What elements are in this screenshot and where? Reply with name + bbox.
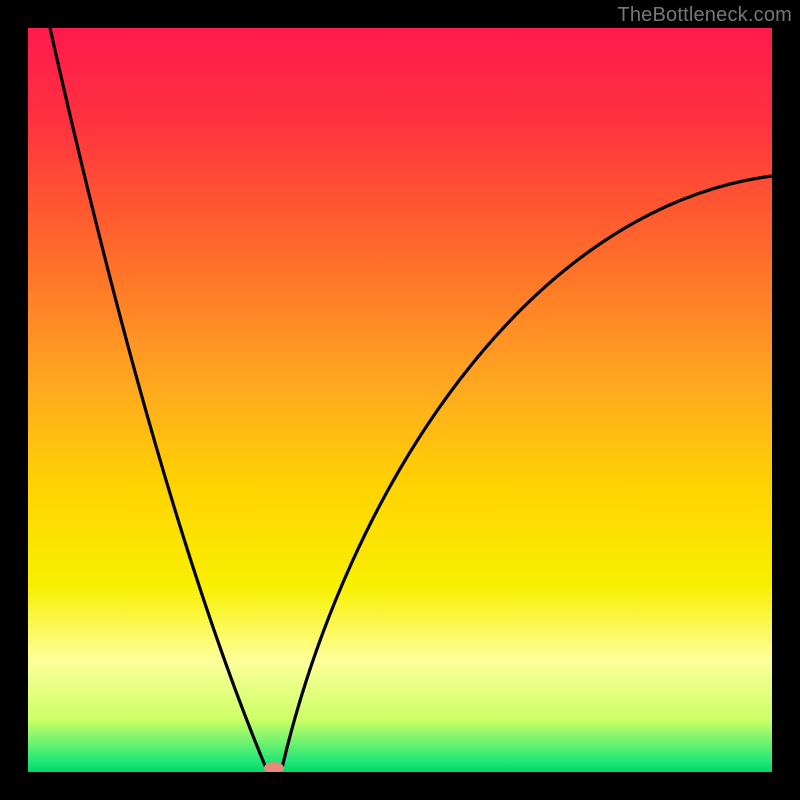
plot-area	[28, 28, 772, 772]
watermark-text: TheBottleneck.com	[617, 4, 792, 27]
bottleneck-chart	[0, 0, 800, 800]
